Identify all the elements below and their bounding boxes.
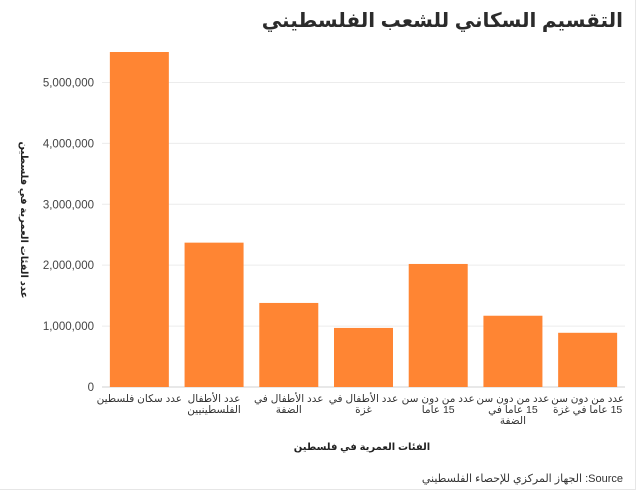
x-axis-tick-labels: عدد سكان فلسطين عدد الأطفال الفلسطينيين عدد… [97,392,625,427]
bars [109,52,618,387]
y-tick-label: 0 [88,382,94,394]
bar[interactable] [184,242,244,387]
x-tick-label: عدد سكان فلسطين [97,393,182,405]
bar[interactable] [483,315,543,387]
y-tick-label: 1,000,000 [43,321,94,333]
y-tick-label: 3,000,000 [43,199,94,211]
x-tick-label: عدد الأطفال الفلسطينيين [187,392,241,416]
bar[interactable] [334,327,393,387]
y-axis-label: عدد الفئات العمرية في فلسطين [18,142,29,299]
x-axis-label: الفئات العمرية في فلسطين [294,442,430,453]
y-tick-label: 5,000,000 [43,77,94,89]
x-tick-label: عدد من دون سن 15 عاما في الضفة [476,393,549,427]
x-tick-label: عدد من دون سن 15 عاما في غزة [551,393,624,416]
chart-title: التقسيم السكاني للشعب الفلسطيني [261,10,623,32]
x-tick-label: عدد من دون سن 15 عاما [402,393,475,416]
bar[interactable] [259,302,319,387]
source-note: الجهاز المركزي للإحصاء الفلسطيني :Source [421,473,623,485]
y-axis-ticks: 0 1,000,000 2,000,000 3,000,000 4,000,000 5,0… [43,77,94,394]
bar[interactable] [408,263,468,387]
y-tick-label: 2,000,000 [43,260,94,272]
bar[interactable] [558,332,618,387]
x-tick-label: عدد الأطفال في الضفة [254,392,323,416]
x-tick-label: عدد الأطفال في غزة [329,392,398,416]
bar[interactable] [109,52,169,387]
y-tick-label: 4,000,000 [43,138,94,150]
